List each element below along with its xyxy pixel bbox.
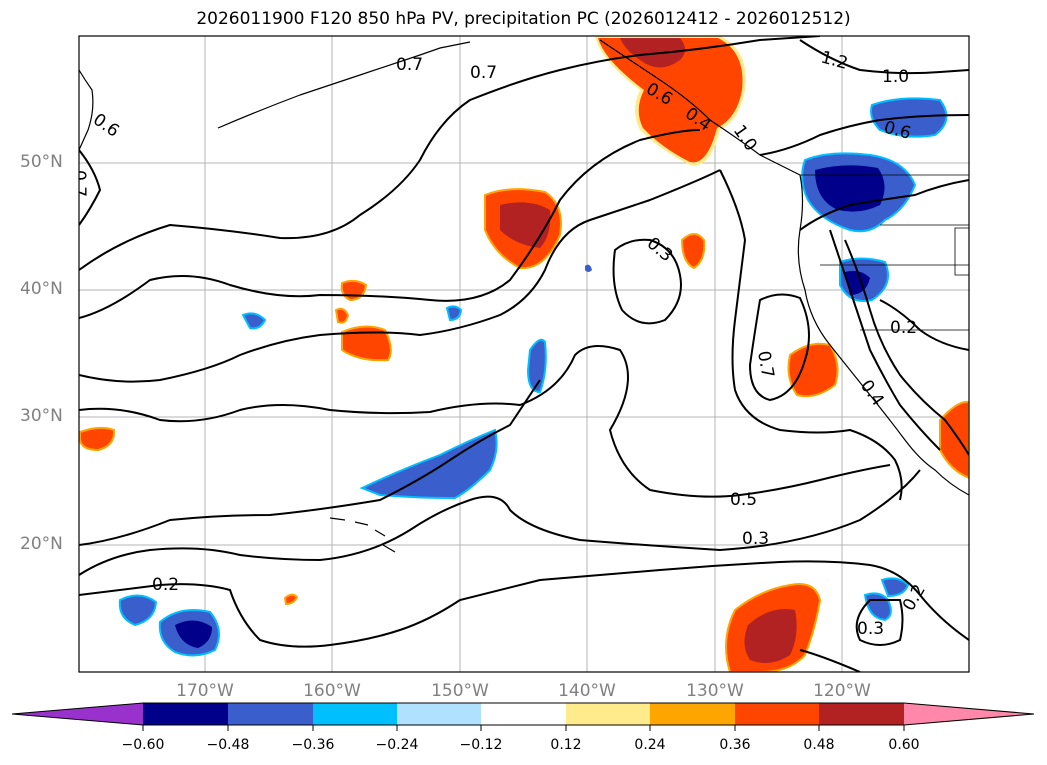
pv-contours (79, 36, 969, 672)
lat-label: 50°N (20, 152, 63, 172)
contour-label: 0.2 (890, 318, 917, 338)
lon-label: 140°W (558, 681, 616, 701)
contour-label: 0.7 (470, 63, 497, 83)
contour-label: 0.3 (857, 619, 884, 639)
colorbar-segment (735, 703, 819, 725)
lat-label: 20°N (20, 534, 63, 554)
lon-label: 150°W (431, 681, 489, 701)
colorbar-tick-label: 0.48 (803, 737, 835, 753)
colorbar-tick-label: −0.60 (121, 737, 165, 753)
colorbar-segment (397, 703, 481, 725)
lon-label: 160°W (303, 681, 361, 701)
colorbar-segment (313, 703, 397, 725)
colorbar-tick-label: −0.12 (459, 737, 503, 753)
contour-label: 0.2 (152, 575, 179, 595)
colorbar-segment (650, 703, 735, 725)
colorbar-segment (566, 703, 650, 725)
colorbar-segment (143, 703, 228, 725)
contour-label: 0.3 (742, 529, 769, 549)
colorbar-tick-label: −0.36 (291, 737, 335, 753)
contour-label: 0.5 (730, 490, 757, 510)
colorbar-segment (228, 703, 313, 725)
lon-label: 170°W (176, 681, 234, 701)
colorbar-tick-label: 0.24 (634, 737, 666, 753)
colorbar-segment (819, 703, 904, 725)
colorbar-tick-label: 0.36 (719, 737, 751, 753)
colorbar-tick-label: −0.24 (375, 737, 419, 753)
colorbar (11, 702, 1035, 731)
precip-positive-regions (79, 36, 969, 672)
coastlines (79, 39, 969, 553)
lat-label: 30°N (20, 406, 63, 426)
precip-blob-hawaii-north (359, 428, 498, 500)
contour-label: 0.7 (753, 349, 777, 379)
map-title: 2026011900 F120 850 hPa PV, precipitatio… (196, 9, 851, 29)
colorbar-tick-label: −0.48 (206, 737, 250, 753)
contour-label: 0.7 (396, 55, 423, 75)
contour-label: 1.0 (882, 67, 909, 87)
map-frame (78, 35, 970, 673)
colorbar-tick-label: 0.12 (550, 737, 582, 753)
lon-label: 120°W (813, 681, 871, 701)
lon-label: 130°W (686, 681, 744, 701)
lat-label: 40°N (20, 279, 63, 299)
colorbar-extend-high (904, 703, 1034, 725)
colorbar-segment (481, 703, 566, 725)
colorbar-extend-low (12, 703, 143, 725)
colorbar-tick-label: 0.60 (888, 737, 920, 753)
contour-label: 0.7 (69, 170, 89, 197)
